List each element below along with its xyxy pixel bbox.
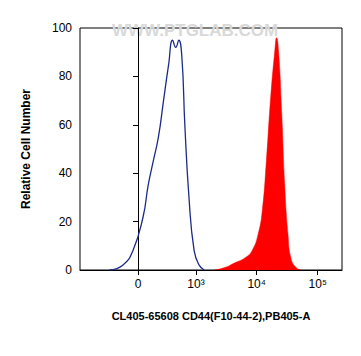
- svg-text:Relative Cell Number: Relative Cell Number: [19, 89, 33, 209]
- svg-text:WWW.PTGLAB.COM: WWW.PTGLAB.COM: [112, 21, 278, 40]
- svg-text:0: 0: [65, 263, 72, 277]
- svg-text:20: 20: [59, 215, 73, 229]
- svg-text:10³: 10³: [187, 277, 204, 291]
- svg-text:10⁵: 10⁵: [309, 277, 327, 291]
- svg-text:10⁴: 10⁴: [247, 277, 266, 291]
- svg-text:CL405-65608 CD44(F10-44-2),PB4: CL405-65608 CD44(F10-44-2),PB405-A: [112, 310, 311, 322]
- svg-text:80: 80: [59, 69, 73, 83]
- svg-text:40: 40: [59, 166, 73, 180]
- svg-text:60: 60: [59, 118, 73, 132]
- svg-text:100: 100: [52, 21, 72, 35]
- svg-text:0: 0: [135, 277, 142, 291]
